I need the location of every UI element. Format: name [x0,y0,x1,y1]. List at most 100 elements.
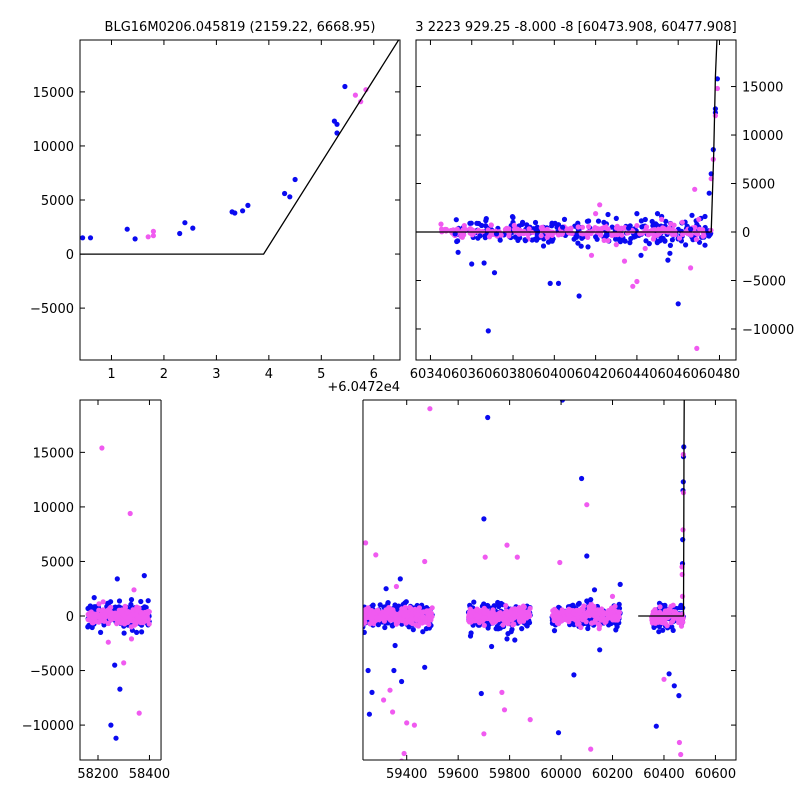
noise-point [119,607,125,613]
noise-point [402,607,408,613]
data-point [477,233,483,239]
plot-area [80,40,400,255]
noise-point [442,226,448,232]
noise-point [114,621,120,627]
x-tick-label: 60380 [492,367,533,382]
data-point [555,232,562,238]
data-point [390,709,396,715]
data-point [375,622,381,628]
data-point [80,235,86,241]
noise-point [591,619,597,625]
noise-point [549,223,555,229]
y-tick-label: 15000 [33,446,74,461]
data-point [150,228,156,234]
noise-point [605,232,611,238]
data-point [680,537,686,543]
noise-point [393,621,399,627]
noise-point [585,244,591,250]
noise-point [481,610,487,616]
noise-point [598,226,604,232]
data-point [392,642,398,649]
x-tick-label: 60600 [695,767,736,782]
data-point [588,746,594,752]
noise-point [386,605,392,611]
data-point [334,130,340,136]
noise-point [667,242,674,248]
noise-point [461,223,467,229]
data-point [136,710,142,716]
x-tick-label: 60460 [658,367,699,382]
axis-break [161,398,363,762]
data-point [342,83,348,90]
noise-point [526,611,532,617]
data-point [522,238,529,244]
data-point [588,252,595,258]
noise-point [529,237,535,243]
noise-point [609,224,615,230]
y-tick-label: 10000 [33,140,74,155]
noise-point [575,619,581,625]
noise-point [585,234,591,240]
noise-point [583,619,589,625]
x-tick-label: 59800 [489,767,530,782]
data-point [706,190,712,196]
noise-point [680,619,686,625]
data-point [422,558,428,565]
data-point [666,671,672,677]
noise-point [485,625,491,631]
noise-point [488,222,494,228]
noise-point [575,240,581,246]
noise-point [700,227,706,233]
noise-point [469,617,475,624]
noise-point [600,609,606,615]
noise-point [438,221,444,227]
noise-point [613,613,619,619]
data-point [638,252,644,258]
noise-point [404,613,411,619]
noise-point [471,599,477,605]
data-point [481,731,487,737]
data-point [653,723,659,729]
data-point [369,689,375,696]
data-point [145,598,151,604]
noise-point [100,607,106,613]
data-point [282,190,288,197]
y-tick-label: 15000 [33,86,74,101]
data-point [334,121,340,127]
noise-point [370,602,376,608]
noise-point [540,243,547,249]
noise-point [587,609,593,615]
data-point [646,241,652,247]
noise-point [538,233,544,239]
data-point [141,573,147,579]
noise-point [564,226,571,232]
data-point [481,260,487,266]
data-point [87,235,94,241]
noise-point [85,624,91,630]
noise-point [577,610,583,616]
data-point [679,219,685,225]
x-tick-label: 60400 [643,767,684,782]
noise-point [474,220,480,226]
noise-point [146,621,152,627]
noise-point [459,234,465,240]
noise-point [420,614,426,620]
noise-point [388,617,394,623]
noise-point [480,615,486,621]
noise-point [622,238,628,244]
data-point [692,186,698,192]
data-point [177,230,183,237]
noise-point [470,609,476,615]
data-point [387,687,393,693]
noise-point [660,616,666,623]
noise-point [483,223,489,229]
data-point [605,238,611,244]
noise-point [526,226,532,232]
noise-point [642,216,648,223]
data-point [617,581,623,588]
y-tick-label: 5000 [41,555,74,570]
data-point [712,106,719,112]
noise-point [680,605,686,611]
data-point [485,328,491,334]
noise-point [512,234,518,240]
